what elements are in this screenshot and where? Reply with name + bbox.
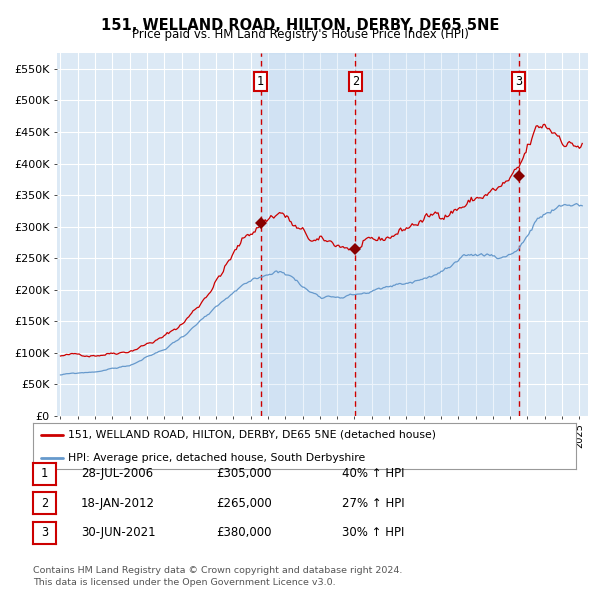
Text: 1: 1: [41, 467, 48, 480]
Bar: [260, 53, 355, 416]
Text: 28-JUL-2006: 28-JUL-2006: [81, 467, 153, 480]
Text: 151, WELLAND ROAD, HILTON, DERBY, DE65 5NE (detached house): 151, WELLAND ROAD, HILTON, DERBY, DE65 5…: [68, 430, 436, 440]
Bar: [355, 53, 518, 416]
Text: 2: 2: [41, 497, 48, 510]
Text: Contains HM Land Registry data © Crown copyright and database right 2024.
This d: Contains HM Land Registry data © Crown c…: [33, 566, 403, 587]
Text: 30% ↑ HPI: 30% ↑ HPI: [342, 526, 404, 539]
Text: £380,000: £380,000: [216, 526, 271, 539]
Text: 151, WELLAND ROAD, HILTON, DERBY, DE65 5NE: 151, WELLAND ROAD, HILTON, DERBY, DE65 5…: [101, 18, 499, 32]
Text: 27% ↑ HPI: 27% ↑ HPI: [342, 497, 404, 510]
Text: 18-JAN-2012: 18-JAN-2012: [81, 497, 155, 510]
Text: Price paid vs. HM Land Registry's House Price Index (HPI): Price paid vs. HM Land Registry's House …: [131, 28, 469, 41]
Text: 3: 3: [41, 526, 48, 539]
Text: £265,000: £265,000: [216, 497, 272, 510]
Text: 2: 2: [352, 75, 359, 88]
Text: HPI: Average price, detached house, South Derbyshire: HPI: Average price, detached house, Sout…: [68, 453, 365, 463]
Text: 40% ↑ HPI: 40% ↑ HPI: [342, 467, 404, 480]
Text: £305,000: £305,000: [216, 467, 271, 480]
Text: 3: 3: [515, 75, 522, 88]
Text: 30-JUN-2021: 30-JUN-2021: [81, 526, 155, 539]
Text: 1: 1: [257, 75, 264, 88]
